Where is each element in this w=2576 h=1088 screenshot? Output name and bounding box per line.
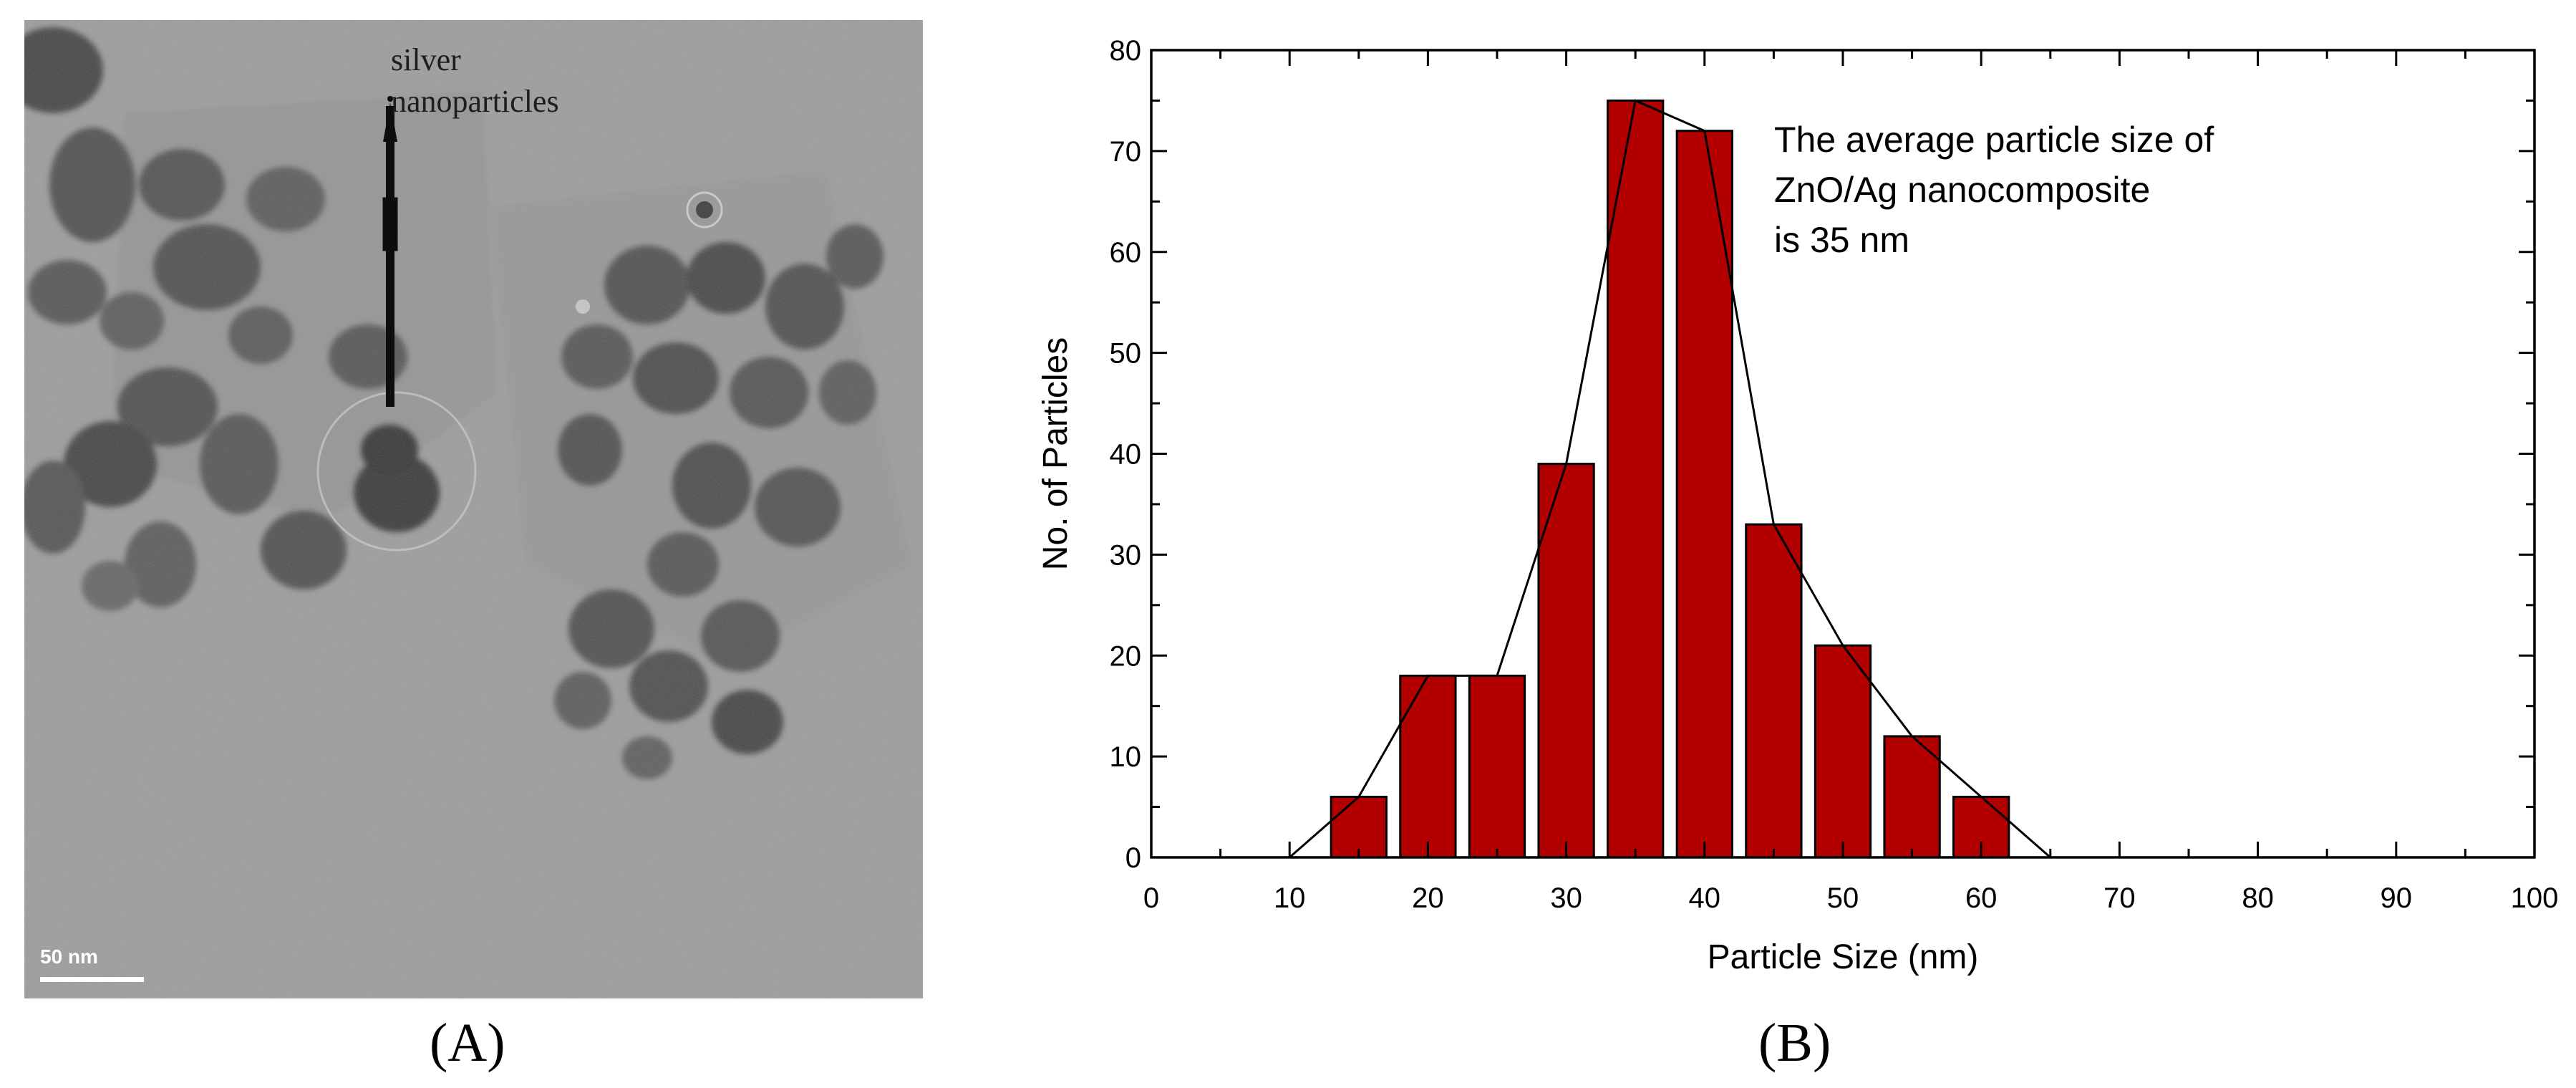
panel-b-caption: (B) (1758, 1013, 1831, 1073)
y-tick-label: 80 (1110, 35, 1142, 67)
annotation-pointer (382, 96, 398, 407)
scale-bar (40, 977, 144, 982)
x-tick-label: 40 (1689, 882, 1721, 914)
y-tick-label: 10 (1110, 741, 1142, 773)
panel-a-caption: (A) (430, 1013, 505, 1073)
annotation-group: The average particle size of ZnO/Ag nanoc… (1774, 120, 2214, 260)
scale-bar-label: 50 nm (40, 945, 98, 968)
y-axis-title: No. of Particles (1037, 337, 1075, 570)
tem-micrograph: silver nanoparticles 50 nm (24, 20, 923, 998)
x-tick-label: 50 (1827, 882, 1859, 914)
histogram-chart: 0 10 20 30 40 50 60 70 80 90 100 0 10 20 30 40 50 60 70 80 P… (1037, 35, 2558, 976)
x-tick-label: 80 (2242, 882, 2274, 914)
y-tick-label: 0 (1125, 842, 1141, 874)
tem-noise (24, 20, 923, 998)
axes-group: 0 10 20 30 40 50 60 70 80 90 100 0 10 20 30 40 50 60 70 80 P… (1037, 35, 2558, 976)
y-tick-label: 50 (1110, 338, 1142, 370)
y-tick-label: 30 (1110, 539, 1142, 571)
annotation-line-2: ZnO/Ag nanocomposite (1774, 170, 2150, 210)
x-axis-title: Particle Size (nm) (1708, 938, 1979, 976)
x-tick-label: 90 (2381, 882, 2413, 914)
tem-annotation-line2: nanoparticles (391, 84, 559, 119)
tem-image (24, 20, 923, 998)
x-tick-label: 60 (1965, 882, 1998, 914)
bar-50 (1814, 644, 1872, 859)
bar-40 (1675, 130, 1733, 859)
distribution-line-group (1289, 99, 2051, 859)
y-tick-label: 70 (1110, 136, 1142, 168)
x-tick-label: 30 (1550, 882, 1582, 914)
y-tick-label: 20 (1110, 640, 1142, 672)
annotation-line-1: The average particle size of (1774, 120, 2214, 160)
bar-15 (1330, 795, 1388, 859)
annotation-line-3: is 35 nm (1774, 220, 1909, 260)
x-tick-label: 0 (1143, 882, 1159, 914)
x-tick-label: 70 (2103, 882, 2136, 914)
x-tick-label: 10 (1274, 882, 1306, 914)
bar-20 (1399, 674, 1457, 859)
bar-25 (1468, 674, 1526, 859)
y-tick-label: 40 (1110, 439, 1142, 471)
y-tick-label: 60 (1110, 237, 1142, 269)
tem-annotation-line1: silver (391, 42, 461, 77)
x-tick-label: 20 (1412, 882, 1444, 914)
bar-30 (1537, 463, 1595, 859)
distribution-line (1289, 99, 2051, 859)
bar-45 (1745, 523, 1803, 859)
bar-35 (1607, 99, 1665, 859)
x-tick-label: 100 (2511, 882, 2559, 914)
bars-group (1330, 99, 2010, 859)
